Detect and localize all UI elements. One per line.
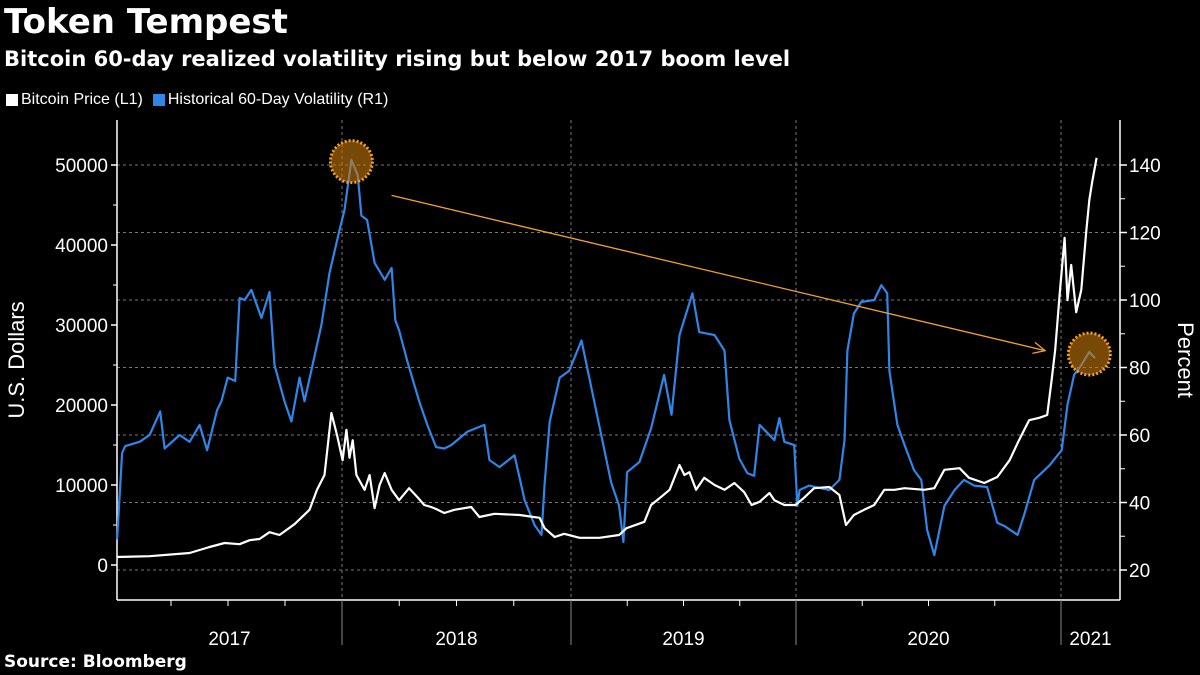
volatility-line bbox=[116, 158, 1096, 557]
x-tick-label: 2021 bbox=[1069, 629, 1111, 650]
y-left-tick-label: 30000 bbox=[55, 316, 108, 337]
y-left-tick-label: 20000 bbox=[55, 396, 108, 417]
y-left-tick-label: 50000 bbox=[55, 156, 108, 177]
legend-label-volatility: Historical 60-Day Volatility (R1) bbox=[167, 91, 389, 108]
legend: Bitcoin Price (L1) Historical 60-Day Vol… bbox=[6, 91, 388, 109]
legend-label-price: Bitcoin Price (L1) bbox=[21, 91, 143, 108]
arrow-head bbox=[1032, 341, 1047, 355]
legend-swatch-volatility bbox=[152, 94, 165, 106]
y-left-tick-label: 10000 bbox=[55, 476, 108, 497]
chart-subtitle: Bitcoin 60-day realized volatility risin… bbox=[4, 47, 791, 71]
y-right-tick-label: 100 bbox=[1129, 291, 1161, 312]
series-lines bbox=[116, 157, 1098, 559]
y-left-tick-label: 0 bbox=[97, 556, 108, 577]
chart-title: Token Tempest bbox=[4, 2, 288, 42]
x-tick-label: 2018 bbox=[435, 629, 477, 650]
legend-item-volatility: Historical 60-Day Volatility (R1) bbox=[152, 91, 389, 109]
y-right-tick-label: 20 bbox=[1129, 561, 1150, 582]
highlight-circle bbox=[1066, 331, 1112, 377]
y-right-tick-label: 140 bbox=[1129, 156, 1161, 177]
y-right-tick-label: 80 bbox=[1129, 359, 1150, 380]
x-tick-label: 2019 bbox=[662, 629, 704, 650]
price-line bbox=[116, 157, 1098, 559]
gridlines bbox=[117, 120, 1120, 600]
legend-item-price: Bitcoin Price (L1) bbox=[6, 91, 143, 109]
y-right-tick-label: 120 bbox=[1129, 224, 1161, 245]
axes: 20 40 60 80 100 120 140 0 10000 20000 30000 40000 50… bbox=[55, 120, 1161, 650]
y-left-axis-title: U.S. Dollars bbox=[4, 301, 29, 418]
y-right-axis-title: Percent bbox=[1173, 322, 1198, 398]
source-note: Source: Bloomberg bbox=[4, 652, 187, 672]
annotations bbox=[328, 139, 1112, 377]
legend-swatch-price bbox=[6, 94, 18, 106]
y-right-tick-label: 60 bbox=[1129, 426, 1150, 447]
trend-arrow bbox=[391, 194, 1046, 352]
x-tick-label: 2020 bbox=[907, 629, 949, 650]
x-tick-label: 2017 bbox=[208, 629, 250, 650]
y-right-tick-label: 40 bbox=[1129, 494, 1150, 515]
y-left-tick-label: 40000 bbox=[55, 236, 108, 257]
highlight-circle bbox=[328, 139, 374, 185]
